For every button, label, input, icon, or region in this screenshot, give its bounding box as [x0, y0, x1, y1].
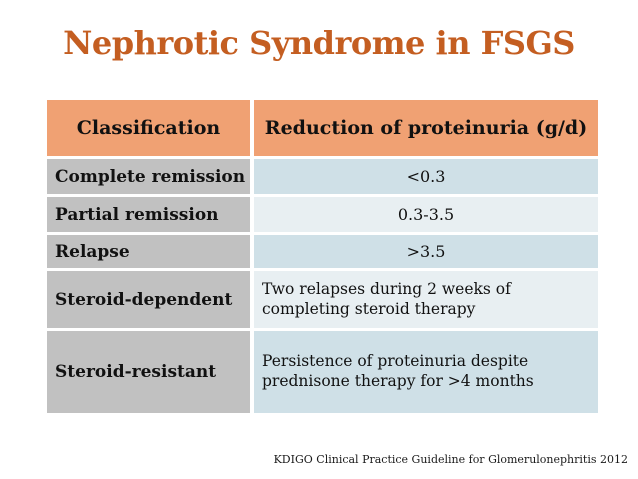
row-label-steroid-dependent: Steroid-dependent: [47, 271, 250, 328]
row-value-steroid-resistant: Persistence of proteinuria despite predn…: [254, 331, 598, 413]
row-value-relapse: >3.5: [254, 235, 598, 268]
row-value-complete-remission: <0.3: [254, 159, 598, 194]
row-label-relapse: Relapse: [47, 235, 250, 268]
header-cell-classification: Classification: [47, 100, 250, 156]
page-title: Nephrotic Syndrome in FSGS: [63, 24, 575, 62]
row-label-complete-remission: Complete remission: [47, 159, 250, 194]
row-value-steroid-dependent: Two relapses during 2 weeks of completin…: [254, 271, 598, 328]
row-value-partial-remission: 0.3-3.5: [254, 197, 598, 232]
classification-table: Classification Reduction of proteinuria …: [47, 100, 598, 413]
row-label-partial-remission: Partial remission: [47, 197, 250, 232]
header-cell-reduction-of-proteinuria: Reduction of proteinuria (g/d): [254, 100, 598, 156]
row-label-steroid-resistant: Steroid-resistant: [47, 331, 250, 413]
citation-footer: KDIGO Clinical Practice Guideline for Gl…: [273, 453, 628, 466]
